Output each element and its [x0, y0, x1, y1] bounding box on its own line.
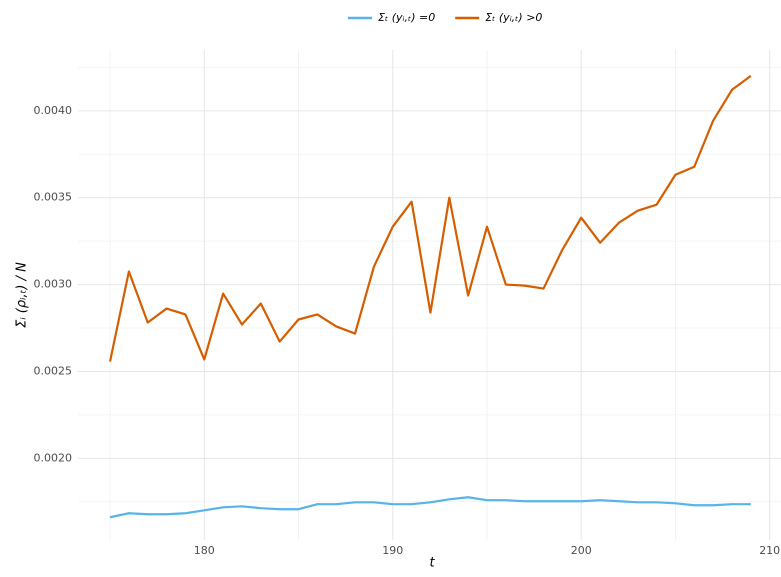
y-tick-label: 0.0040	[34, 104, 73, 117]
legend-label: Σₜ (yᵢ,ₜ) =0	[378, 11, 435, 24]
x-tick-label: 190	[382, 544, 403, 557]
series-line	[108, 75, 752, 362]
x-tick-label: 210	[759, 544, 780, 557]
x-tick-label: 180	[194, 544, 215, 557]
series-line	[109, 496, 751, 519]
y-axis-label: Σᵢ (ρᵢ,ₜ) / N	[15, 262, 30, 328]
y-tick-label: 0.0030	[34, 278, 73, 291]
x-axis-label: t	[429, 556, 435, 571]
y-tick-label: 0.0035	[34, 191, 73, 204]
y-tick-label: 0.0020	[34, 451, 73, 464]
y-tick-label: 0.0025	[34, 364, 73, 377]
legend-label: Σₜ (yᵢ,ₜ) >0	[485, 11, 542, 24]
x-tick-label: 200	[571, 544, 592, 557]
